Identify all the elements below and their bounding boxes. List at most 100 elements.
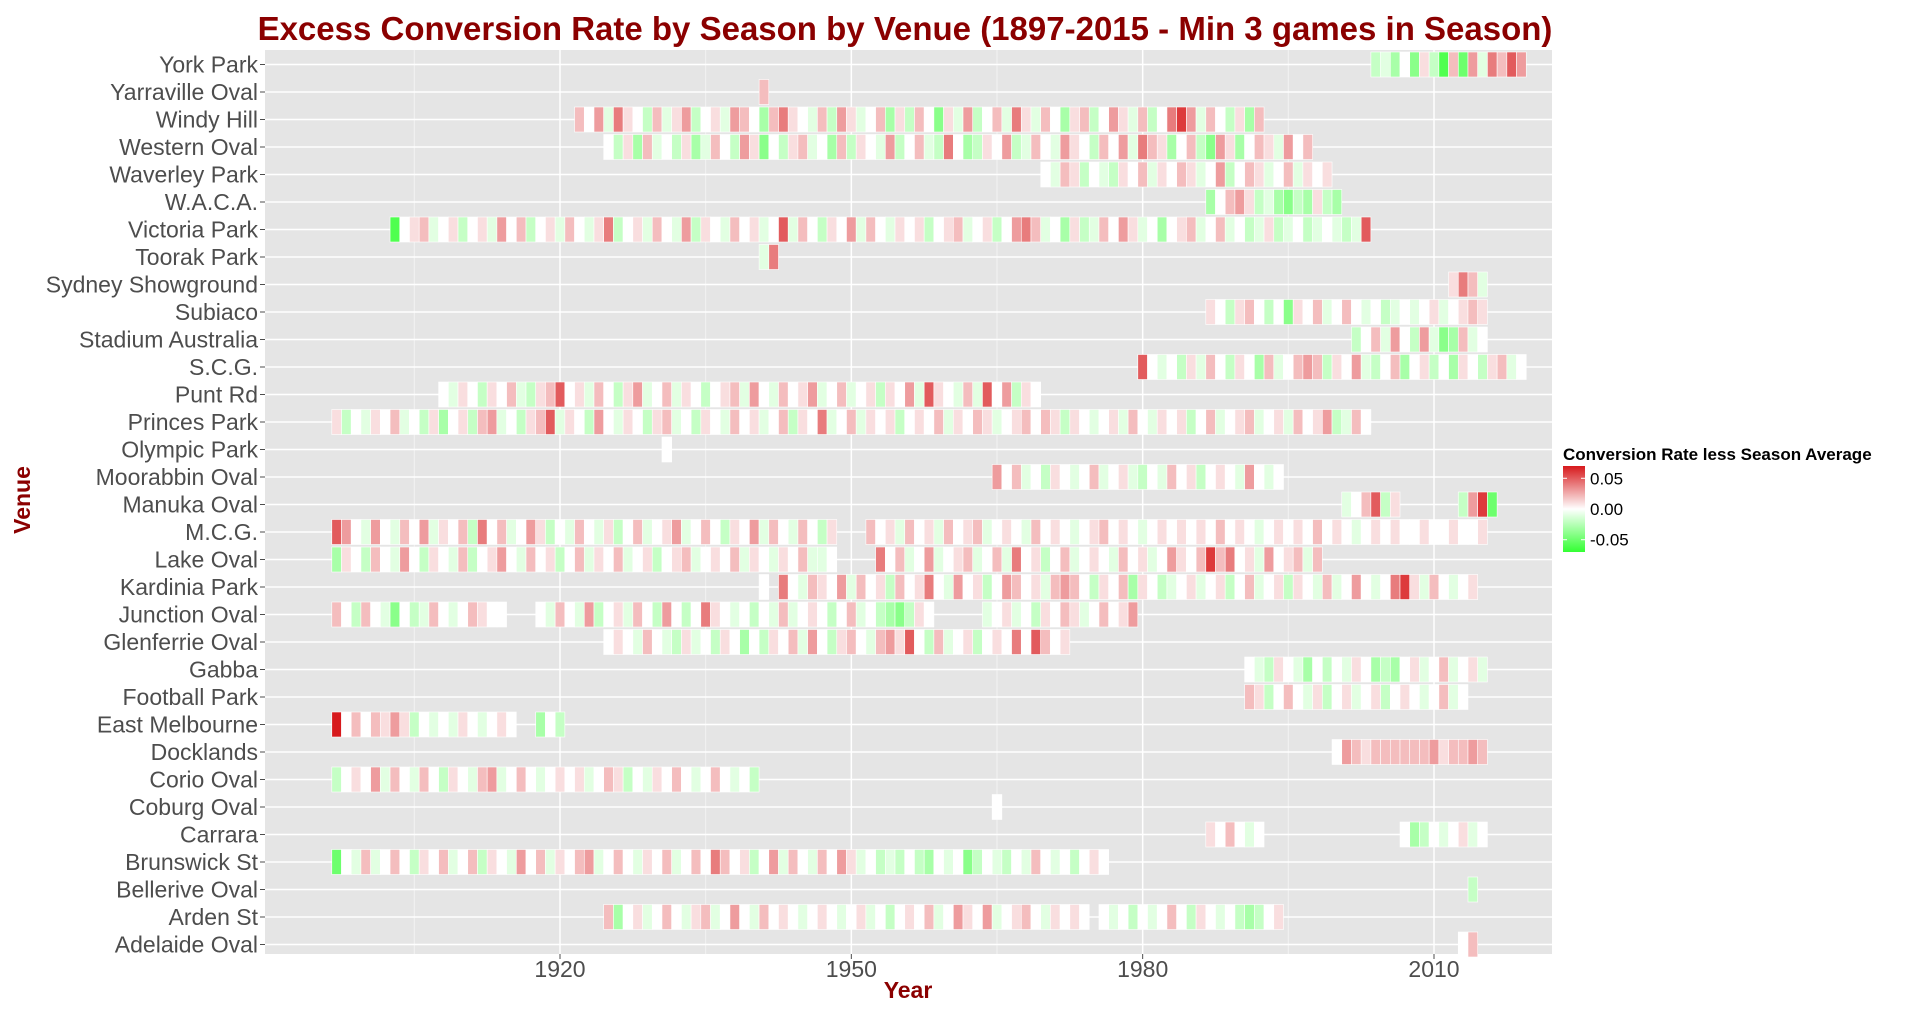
heatmap-cell	[914, 849, 925, 875]
heatmap-cell	[836, 106, 847, 133]
heatmap-cell	[1399, 299, 1411, 325]
heatmap-cell	[1205, 546, 1216, 573]
heatmap-cell	[778, 134, 789, 160]
heatmap-cell	[1001, 904, 1012, 930]
heatmap-cell	[1283, 216, 1294, 243]
heatmap-cell	[642, 766, 653, 793]
year-label: 2010	[1408, 956, 1459, 982]
heatmap-cell	[1020, 216, 1032, 243]
heatmap-cell	[1254, 216, 1265, 243]
heatmap-cell	[875, 849, 886, 875]
heatmap-cell	[1380, 51, 1391, 78]
heatmap-cell	[671, 904, 682, 930]
heatmap-cell	[1263, 684, 1275, 710]
heatmap-cell	[1477, 299, 1488, 325]
heatmap-cell	[486, 381, 498, 408]
heatmap-cell	[1147, 216, 1158, 243]
heatmap-cell	[477, 409, 488, 435]
heatmap-cell	[341, 409, 352, 435]
heatmap-cell	[1312, 354, 1323, 380]
heatmap-cell	[564, 546, 575, 573]
heatmap-cell	[1156, 354, 1168, 380]
heatmap-cell	[613, 106, 624, 133]
heatmap-cell	[865, 381, 876, 408]
heatmap-cell	[350, 601, 362, 628]
heatmap-cell	[1079, 216, 1090, 243]
heatmap-cell	[1302, 574, 1313, 600]
heatmap-cell	[700, 601, 711, 628]
heatmap-cell	[787, 904, 799, 930]
heatmap-cell	[1147, 409, 1158, 435]
heatmap-cell	[1409, 299, 1420, 325]
heatmap-cell	[1351, 409, 1362, 435]
heatmap-cell	[690, 409, 702, 435]
heatmap-cell	[1040, 216, 1051, 243]
heatmap-cell	[1360, 574, 1372, 600]
heatmap-cell	[632, 849, 643, 875]
heatmap-cell	[1098, 409, 1109, 435]
heatmap-cell	[622, 546, 634, 573]
heatmap-cell	[797, 409, 808, 435]
heatmap-cell	[787, 574, 799, 600]
heatmap-cell	[846, 629, 857, 655]
heatmap-cell	[651, 409, 663, 435]
heatmap-cell	[836, 601, 847, 628]
heatmap-cell	[613, 216, 624, 243]
heatmap-cell	[952, 106, 964, 133]
heatmap-cell	[651, 601, 663, 628]
heatmap-cell	[865, 574, 876, 600]
heatmap-cell	[904, 216, 915, 243]
heatmap-cell	[982, 574, 993, 600]
heatmap-cell	[972, 216, 983, 243]
heatmap-cell	[952, 134, 964, 160]
heatmap-cell	[1234, 546, 1245, 573]
heatmap-cell	[1020, 904, 1032, 930]
heatmap-cell	[768, 381, 779, 408]
heatmap-cell	[1409, 739, 1420, 765]
heatmap-cell	[1011, 601, 1022, 628]
heatmap-cell	[865, 519, 876, 545]
heatmap-cell	[554, 546, 566, 573]
heatmap-cell	[496, 409, 507, 435]
heatmap-cell	[729, 629, 740, 655]
heatmap-cell	[1098, 546, 1109, 573]
heatmap-cell	[923, 574, 935, 600]
heatmap-cell	[894, 409, 906, 435]
heatmap-cell	[535, 409, 546, 435]
heatmap-cell	[1098, 161, 1109, 188]
heatmap-cell	[1312, 299, 1323, 325]
heatmap-cell	[1205, 216, 1216, 243]
heatmap-cell	[1234, 464, 1245, 490]
heatmap-cell	[952, 519, 964, 545]
heatmap-cell	[894, 904, 906, 930]
heatmap-cell	[1273, 519, 1284, 545]
heatmap-cell	[865, 601, 876, 628]
heatmap-cell	[1224, 574, 1236, 600]
heatmap-cell	[496, 381, 507, 408]
heatmap-cell	[1263, 464, 1275, 490]
heatmap-cell	[1059, 574, 1071, 600]
heatmap-cell	[1147, 354, 1158, 380]
heatmap-cell	[331, 711, 342, 738]
heatmap-cell	[826, 849, 838, 875]
heatmap-cell	[700, 216, 711, 243]
heatmap-cell	[1069, 601, 1080, 628]
heatmap-cell	[1399, 684, 1411, 710]
heatmap-cell	[1380, 299, 1391, 325]
heatmap-cell	[972, 134, 983, 160]
heatmap-cell	[1156, 464, 1168, 490]
heatmap-cell	[574, 546, 585, 573]
heatmap-cell	[1040, 904, 1051, 930]
heatmap-cell	[583, 601, 595, 628]
heatmap-cell	[399, 766, 410, 793]
heatmap-cell	[448, 546, 459, 573]
heatmap-cell	[642, 519, 653, 545]
heatmap-cell	[1370, 491, 1381, 518]
heatmap-cell	[1059, 161, 1071, 188]
heatmap-cell	[651, 381, 663, 408]
heatmap-cell	[554, 216, 566, 243]
heatmap-cell	[1059, 601, 1071, 628]
heatmap-cell	[1137, 409, 1148, 435]
